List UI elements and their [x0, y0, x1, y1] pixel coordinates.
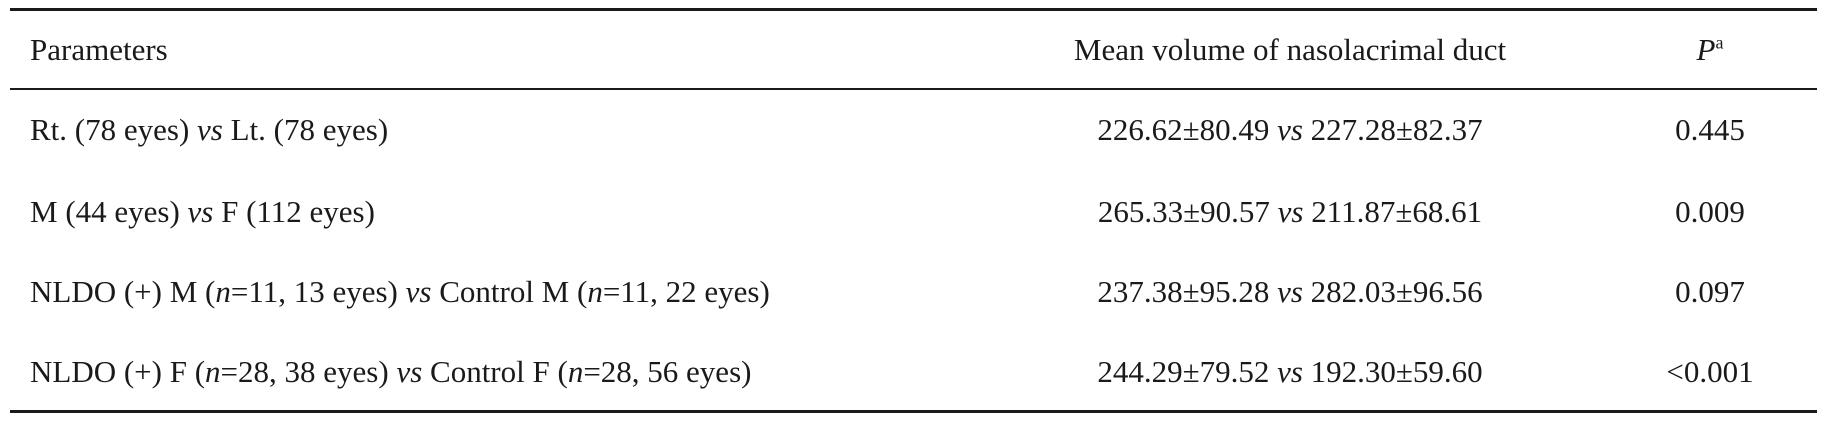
row-3-mean-volume: 244.29±79.52 vs 192.30±59.60: [940, 354, 1640, 390]
row-0-mean-volume: 226.62±80.49 vs 227.28±82.37: [940, 112, 1640, 148]
italic-text-segment: vs: [187, 194, 214, 229]
text-segment: 244.29±79.52: [1097, 354, 1278, 389]
text-segment: 211.87±68.61: [1303, 194, 1483, 229]
italic-text-segment: n: [215, 274, 231, 309]
text-segment: 227.28±82.37: [1302, 112, 1483, 147]
italic-text-segment: vs: [197, 112, 223, 147]
text-segment: 237.38±95.28: [1097, 274, 1278, 309]
text-segment: 282.03±96.56: [1302, 274, 1483, 309]
row-3-p-value: <0.001: [1666, 354, 1754, 389]
italic-text-segment: vs: [1277, 112, 1303, 147]
text-segment: NLDO (+) F (: [30, 354, 206, 389]
text-segment: Control M (: [431, 274, 588, 309]
header-p-symbol: P: [1696, 32, 1716, 67]
italic-text-segment: n: [205, 354, 221, 389]
table-header-rule: [10, 88, 1817, 90]
italic-text-segment: vs: [405, 274, 432, 309]
italic-text-segment: n: [567, 354, 584, 389]
text-segment: Rt. (78 eyes): [30, 112, 198, 147]
text-segment: 226.62±80.49: [1097, 112, 1278, 147]
row-1-p-value: 0.009: [1675, 194, 1745, 229]
text-segment: F (112 eyes): [213, 194, 375, 229]
text-segment: M (44 eyes): [30, 194, 188, 229]
text-segment: 265.33±90.57: [1097, 194, 1278, 229]
italic-text-segment: vs: [396, 354, 423, 389]
italic-text-segment: vs: [1277, 354, 1303, 389]
row-2-parameter: NLDO (+) M (n=11, 13 eyes) vs Control M …: [30, 274, 770, 310]
text-segment: NLDO (+) M (: [30, 274, 216, 309]
text-segment: =11, 13 eyes): [230, 274, 406, 309]
row-3-parameter: NLDO (+) F (n=28, 38 eyes) vs Control F …: [30, 354, 751, 390]
text-segment: =11, 22 eyes): [602, 274, 770, 309]
table-top-rule: [10, 8, 1817, 11]
text-segment: Control F (: [422, 354, 568, 389]
header-p-value: Pa: [1620, 32, 1800, 68]
row-2-p-value: 0.097: [1675, 274, 1745, 309]
header-p-superscript: a: [1715, 32, 1724, 53]
text-segment: Lt. (78 eyes): [222, 112, 389, 147]
header-parameters: Parameters: [30, 32, 168, 67]
italic-text-segment: vs: [1277, 194, 1304, 229]
text-segment: 192.30±59.60: [1302, 354, 1483, 389]
row-1-mean-volume: 265.33±90.57 vs 211.87±68.61: [940, 194, 1640, 230]
italic-text-segment: vs: [1277, 274, 1303, 309]
row-0-parameter: Rt. (78 eyes) vs Lt. (78 eyes): [30, 112, 388, 148]
row-1-parameter: M (44 eyes) vs F (112 eyes): [30, 194, 375, 230]
table-bottom-rule: [10, 410, 1817, 413]
header-mean-volume: Mean volume of nasolacrimal duct: [1073, 32, 1507, 67]
row-0-p-value: 0.445: [1675, 112, 1745, 147]
text-segment: =28, 38 eyes): [220, 354, 397, 389]
row-2-mean-volume: 237.38±95.28 vs 282.03±96.56: [940, 274, 1640, 310]
italic-text-segment: n: [587, 274, 603, 309]
text-segment: =28, 56 eyes): [583, 354, 752, 389]
